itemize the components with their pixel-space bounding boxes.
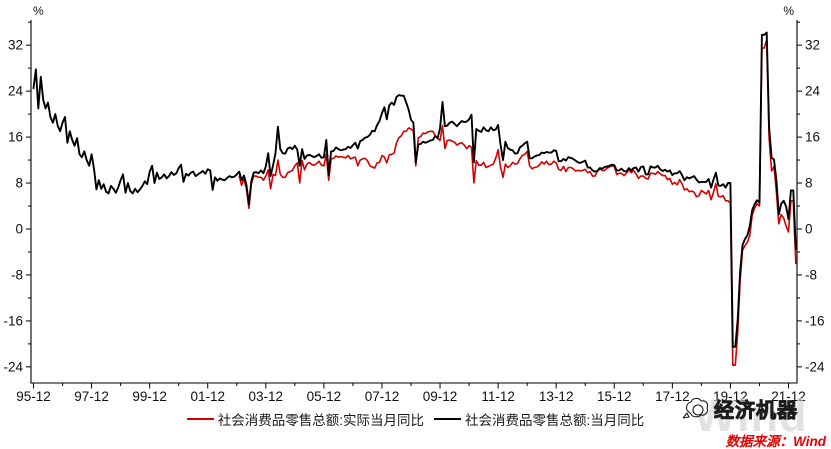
svg-text:07-12: 07-12	[365, 389, 400, 404]
svg-text:8: 8	[805, 176, 813, 191]
machine-doodle-icon	[683, 397, 709, 419]
y-axis-ticks: 32 32 24 24 16 16 8 8 0 0 -8 -8 -16 -16 -24 -24	[3, 21, 825, 374]
y-unit-right: %	[783, 4, 794, 18]
svg-text:-8: -8	[805, 267, 817, 282]
svg-text:03-12: 03-12	[249, 389, 284, 404]
svg-text:24: 24	[8, 84, 24, 99]
svg-text:32: 32	[8, 38, 23, 53]
svg-text:09-12: 09-12	[423, 389, 458, 404]
svg-text:-16: -16	[3, 313, 23, 328]
legend-line-red	[186, 417, 214, 421]
legend-label-nominal-yoy: 社会消费品零售总额:当月同比	[465, 413, 645, 428]
legend-label-real-yoy: 社会消费品零售总额:实际当月同比	[217, 413, 424, 428]
legend-item-real-yoy: 社会消费品零售总额:实际当月同比	[186, 409, 424, 429]
wind-background-watermark: Wind	[694, 390, 808, 441]
svg-text:11-12: 11-12	[481, 389, 515, 404]
svg-text:8: 8	[15, 176, 23, 191]
svg-text:15-12: 15-12	[597, 389, 632, 404]
svg-text:95-12: 95-12	[16, 389, 51, 404]
svg-text:99-12: 99-12	[132, 389, 167, 404]
svg-text:13-12: 13-12	[539, 389, 574, 404]
svg-text:-16: -16	[805, 313, 825, 328]
data-source-label: 数据来源：Wind	[725, 434, 826, 449]
svg-text:97-12: 97-12	[74, 389, 109, 404]
svg-text:19-12: 19-12	[713, 389, 748, 404]
axis-frame	[30, 20, 798, 384]
x-axis-ticks: 95-12 97-12 99-12 01-12 03-12 05-12 07-12 09-12…	[16, 383, 806, 404]
svg-text:17-12: 17-12	[655, 389, 690, 404]
legend-line-black	[434, 417, 461, 421]
svg-text:-8: -8	[11, 267, 23, 282]
svg-text:-24: -24	[805, 359, 825, 374]
svg-text:16: 16	[805, 130, 820, 145]
svg-text:21-12: 21-12	[771, 389, 806, 404]
svg-text:-24: -24	[3, 359, 23, 374]
svg-text:0: 0	[15, 222, 23, 237]
brand-logo-text: 经济机器	[714, 398, 798, 422]
series-real-yoy-line	[238, 38, 797, 367]
svg-text:32: 32	[805, 38, 820, 53]
svg-text:16: 16	[8, 130, 23, 145]
brand-logo: 经济机器	[683, 397, 798, 422]
legend-item-nominal-yoy: 社会消费品零售总额:当月同比	[434, 409, 644, 429]
svg-text:24: 24	[805, 84, 821, 99]
series-nominal-yoy-line	[32, 31, 797, 348]
svg-text:05-12: 05-12	[307, 389, 342, 404]
chart-legend: 社会消费品零售总额:实际当月同比 社会消费品零售总额:当月同比	[0, 409, 831, 429]
svg-text:0: 0	[805, 222, 813, 237]
y-unit-left: %	[33, 4, 44, 18]
svg-text:01-12: 01-12	[190, 389, 225, 404]
